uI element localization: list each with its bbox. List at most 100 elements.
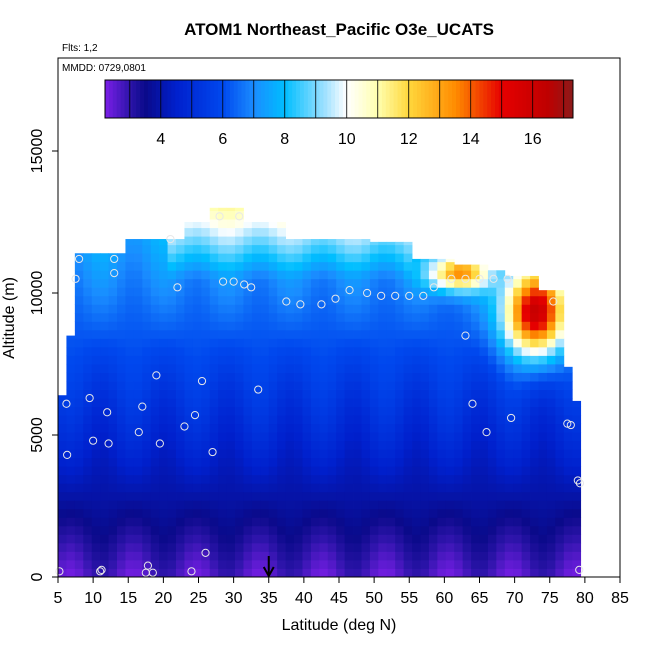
heatmap-cell: [437, 423, 447, 433]
heatmap-cell: [218, 236, 227, 246]
heatmap-cell: [563, 542, 573, 552]
heatmap-cell: [412, 295, 421, 305]
heatmap-cell: [369, 364, 379, 373]
heatmap-cell: [108, 457, 118, 467]
heatmap-cell: [294, 346, 303, 356]
colorbar-segment: [198, 80, 203, 118]
heatmap-cell: [167, 483, 177, 493]
heatmap-cell: [192, 500, 202, 510]
heatmap-cell: [251, 415, 261, 425]
heatmap-cell: [445, 517, 455, 527]
heatmap-cell: [133, 491, 143, 501]
heatmap-cell: [378, 542, 388, 552]
heatmap-cell: [243, 222, 253, 229]
heatmap-cell: [218, 278, 227, 288]
heatmap-cell: [538, 500, 548, 510]
heatmap-cell: [83, 415, 93, 425]
heatmap-cell: [454, 321, 464, 331]
heatmap-cell: [243, 551, 253, 561]
heatmap-cell: [420, 449, 430, 459]
heatmap-cell: [83, 304, 93, 314]
colorbar-segment: [506, 80, 512, 118]
heatmap-cell: [386, 457, 396, 467]
x-tick-label: 40: [295, 590, 313, 607]
heatmap-cell: [277, 423, 287, 433]
heatmap-cell: [420, 329, 430, 339]
heatmap-cell: [243, 236, 253, 246]
heatmap-cell: [361, 278, 371, 288]
heatmap-cell: [243, 415, 253, 425]
heatmap-cell: [496, 381, 506, 390]
heatmap-cell: [277, 270, 287, 280]
colorbar-segment: [206, 80, 211, 118]
heatmap-cell: [91, 432, 101, 442]
heatmap-cell: [277, 355, 287, 365]
heatmap-cell: [117, 517, 126, 527]
heatmap-cell: [572, 406, 582, 416]
heatmap-cell: [74, 321, 84, 331]
heatmap-cell: [277, 253, 287, 263]
heatmap-cell: [344, 449, 354, 459]
heatmap-cell: [302, 500, 312, 510]
heatmap-cell: [310, 364, 320, 373]
heatmap-cell: [344, 474, 354, 484]
heatmap-cell: [504, 534, 514, 544]
heatmap-cell: [361, 568, 371, 578]
heatmap-cell: [184, 474, 194, 484]
colorbar-segment: [339, 80, 344, 118]
heatmap-cell: [226, 364, 236, 373]
heatmap-cell: [344, 372, 354, 382]
heatmap-cell: [74, 287, 84, 297]
heatmap-cell: [66, 364, 76, 373]
heatmap-cell: [513, 406, 523, 416]
heatmap-cell: [66, 406, 76, 416]
heatmap-cell: [218, 304, 227, 314]
heatmap-cell: [91, 329, 101, 339]
heatmap-cell: [159, 432, 168, 442]
heatmap-cell: [555, 321, 565, 331]
heatmap-cell: [496, 398, 506, 407]
heatmap-cell: [100, 304, 109, 314]
heatmap-cell: [361, 381, 371, 390]
heatmap-cell: [530, 466, 539, 476]
colorbar-frame: [104, 79, 574, 119]
colorbar-segment: [463, 80, 469, 118]
heatmap-cell: [420, 261, 430, 271]
heatmap-cell: [378, 491, 388, 501]
heatmap-cell: [83, 287, 93, 297]
heatmap-cell: [302, 355, 312, 365]
heatmap-cell: [353, 568, 362, 578]
heatmap-cell: [218, 542, 227, 552]
heatmap-cell: [504, 517, 514, 527]
heatmap-cell: [108, 500, 118, 510]
colorbar-segment: [241, 80, 246, 118]
heatmap-cell: [504, 559, 514, 569]
colorbar-segment: [424, 80, 430, 118]
heatmap-cell: [428, 372, 438, 382]
heatmap-cell: [159, 304, 168, 314]
sample-points: [55, 212, 585, 577]
heatmap-cell: [563, 466, 573, 476]
heatmap-cell: [66, 432, 76, 442]
heatmap-cell: [74, 457, 84, 467]
heatmap-cell: [361, 261, 371, 271]
heatmap-cell: [235, 457, 244, 467]
heatmap-cell: [454, 440, 464, 450]
heatmap-cell: [117, 474, 126, 484]
heatmap-cell: [521, 508, 531, 518]
heatmap-cell: [167, 389, 177, 399]
heatmap-cell: [487, 423, 497, 433]
heatmap-cell: [336, 415, 346, 425]
heatmap-cell: [243, 321, 253, 331]
heatmap-cell: [192, 372, 202, 382]
heatmap-cell: [150, 432, 160, 442]
heatmap-cell: [369, 508, 379, 518]
heatmap-cell: [268, 355, 278, 365]
heatmap-cell: [412, 559, 421, 569]
heatmap-cell: [91, 568, 101, 578]
heatmap-cell: [428, 321, 438, 331]
heatmap-cell: [420, 542, 430, 552]
heatmap-cell: [487, 525, 497, 535]
heatmap-cell: [546, 491, 556, 501]
heatmap-cell: [445, 423, 455, 433]
